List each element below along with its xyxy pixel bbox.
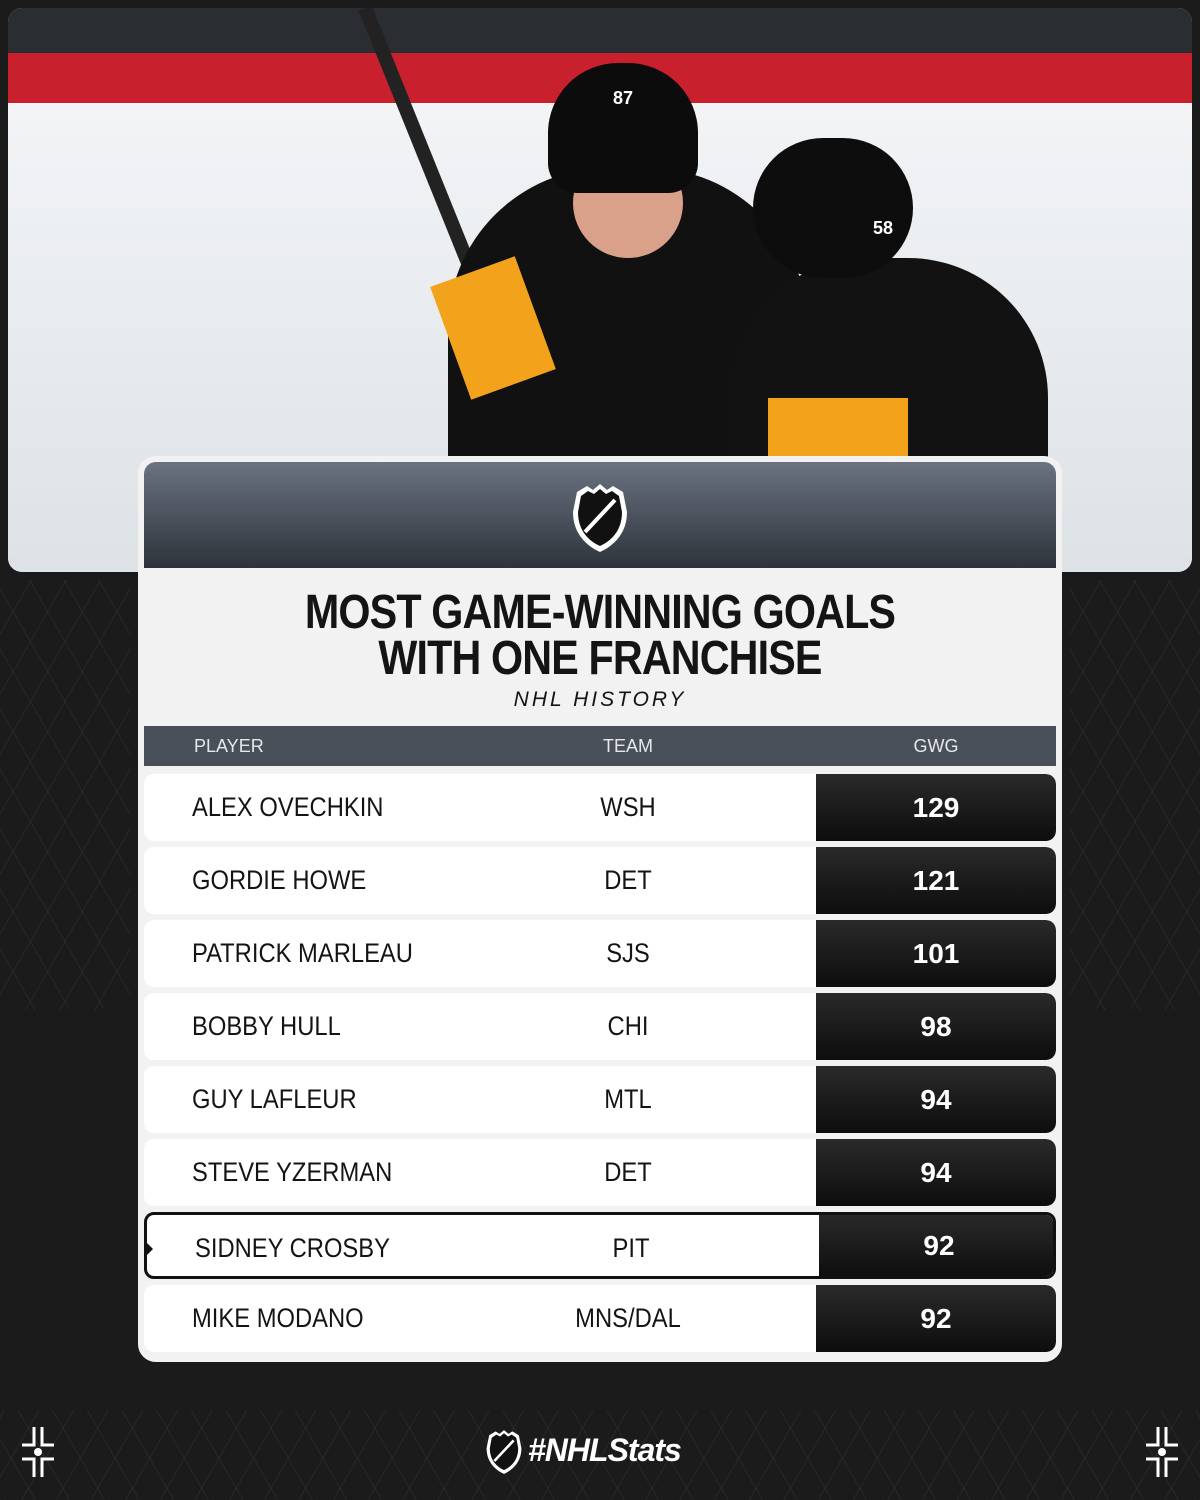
table-row: MIKE MODANO MNS/DAL 92 (144, 1285, 1056, 1352)
player-name: ALEX OVECHKIN (192, 792, 384, 822)
player-name: BOBBY HULL (192, 1011, 341, 1041)
gwg-value: 92 (816, 1285, 1056, 1352)
title-block: MOST GAME-WINNING GOALS WITH ONE FRANCHI… (144, 568, 1056, 726)
gwg-value: 94 (816, 1139, 1056, 1206)
title-line-2: WITH ONE FRANCHISE (378, 632, 822, 685)
player-name: PATRICK MARLEAU (192, 938, 413, 968)
stats-card: MOST GAME-WINNING GOALS WITH ONE FRANCHI… (138, 456, 1062, 1362)
gwg-value: 92 (819, 1215, 1053, 1276)
title-line-1: MOST GAME-WINNING GOALS (304, 586, 896, 639)
corner-crosshair-left-icon (22, 1427, 54, 1477)
team-abbr: DET (604, 865, 652, 895)
team-abbr: MNS/DAL (575, 1303, 681, 1333)
gwg-value: 98 (816, 993, 1056, 1060)
team-abbr: SJS (606, 938, 650, 968)
card-header (144, 462, 1056, 568)
table-row: ALEX OVECHKIN WSH 129 (144, 774, 1056, 841)
table-row: BOBBY HULL CHI 98 (144, 993, 1056, 1060)
player-name: GUY LAFLEUR (192, 1084, 357, 1114)
table-row: GUY LAFLEUR MTL 94 (144, 1066, 1056, 1133)
subtitle: NHL HISTORY (513, 688, 687, 711)
gwg-value: 94 (816, 1066, 1056, 1133)
player-name: GORDIE HOWE (192, 865, 367, 895)
nhl-shield-small-icon (486, 1430, 522, 1474)
team-abbr: DET (604, 1157, 652, 1187)
table-header: PLAYER TEAM GWG (144, 726, 1056, 766)
team-abbr: WSH (600, 792, 656, 822)
table-row: GORDIE HOWE DET 121 (144, 847, 1056, 914)
col-gwg: GWG (913, 736, 959, 756)
gwg-value: 121 (816, 847, 1056, 914)
jersey-number-58: 58 (873, 218, 894, 238)
pattern-right (1070, 580, 1200, 1010)
team-abbr: CHI (607, 1011, 649, 1041)
table-row: STEVE YZERMAN DET 94 (144, 1139, 1056, 1206)
highlight-marker-icon (147, 1241, 153, 1257)
player-name: STEVE YZERMAN (192, 1157, 393, 1187)
table-row: SIDNEY CROSBY PIT 92 (144, 1212, 1056, 1279)
corner-crosshair-right-icon (1146, 1427, 1178, 1477)
pattern-left (0, 580, 130, 1010)
table-row: PATRICK MARLEAU SJS 101 (144, 920, 1056, 987)
hashtag: #NHLStats (528, 1432, 682, 1468)
team-abbr: MTL (604, 1084, 652, 1114)
gwg-value: 101 (816, 920, 1056, 987)
col-team: TEAM (602, 736, 653, 756)
col-player: PLAYER (194, 736, 264, 756)
gwg-value: 129 (816, 774, 1056, 841)
team-abbr: PIT (612, 1233, 650, 1263)
player-name: SIDNEY CROSBY (195, 1233, 390, 1263)
player-name: MIKE MODANO (192, 1303, 364, 1333)
jersey-number-87: 87 (613, 88, 634, 108)
nhl-shield-icon (573, 484, 627, 552)
footer-pattern (0, 1410, 1200, 1500)
